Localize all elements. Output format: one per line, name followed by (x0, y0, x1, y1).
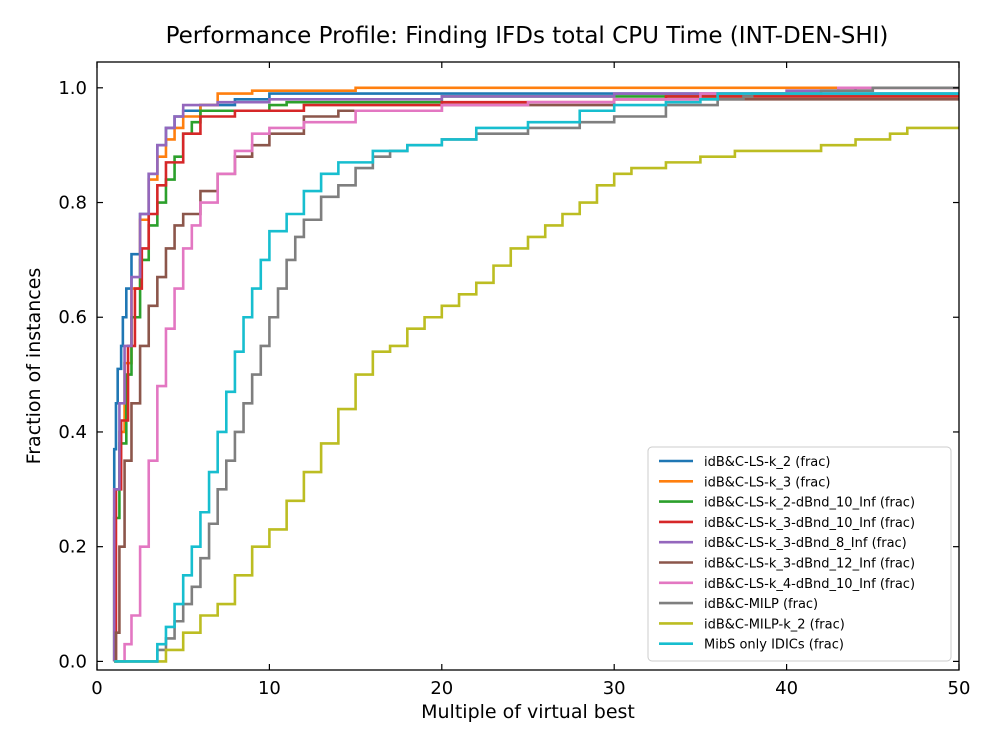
y-tick-label: 0.2 (58, 537, 87, 558)
series-line-4 (112, 86, 959, 662)
y-tick-label: 1.0 (58, 78, 87, 99)
legend-entry-label: idB&C-LS-k_3 (frac) (704, 475, 830, 490)
series-line-3 (114, 95, 959, 663)
x-axis-label: Multiple of virtual best (421, 701, 635, 723)
series-layer (112, 86, 959, 663)
legend-entry-label: idB&C-LS-k_2 (frac) (704, 455, 830, 470)
plot-frame (96, 61, 960, 671)
legend-entry-label: MibS only IDICs (frac) (704, 638, 844, 653)
x-tick-label: 50 (948, 678, 971, 699)
y-axis-label: Fraction of instances (23, 268, 45, 465)
x-tick-label: 10 (258, 678, 281, 699)
legend-entry-label: idB&C-LS-k_3-dBnd_10_Inf (frac) (704, 516, 915, 531)
x-tick-label: 0 (91, 678, 102, 699)
legend-entry-label: idB&C-LS-k_2-dBnd_10_Inf (frac) (704, 496, 915, 511)
y-tick-label: 0.4 (58, 422, 87, 443)
x-axis: 0 10 20 30 40 50 (91, 62, 970, 699)
series-line-5 (114, 97, 959, 663)
y-tick-label: 0.8 (58, 193, 87, 214)
legend: idB&C-LS-k_2 (frac) idB&C-LS-k_3 (frac) id… (647, 446, 952, 662)
legend-entry-label: idB&C-LS-k_3-dBnd_12_Inf (frac) (704, 557, 915, 572)
series-line-9 (114, 92, 959, 663)
y-tick-label: 0.0 (58, 651, 87, 672)
legend-entry-label: idB&C-LS-k_4-dBnd_10_Inf (frac) (704, 577, 915, 592)
legend-entry-label: idB&C-LS-k_3-dBnd_8_Inf (frac) (704, 536, 907, 551)
x-tick-label: 30 (603, 678, 626, 699)
legend-box (647, 446, 952, 662)
series-line-7 (114, 86, 959, 663)
legend-entry-label: idB&C-MILP (frac) (704, 597, 818, 612)
y-tick-label: 0.6 (58, 307, 87, 328)
legend-entry-label: idB&C-MILP-k_2 (frac) (704, 617, 845, 632)
chart-title: Performance Profile: Finding IFDs total … (166, 23, 889, 49)
series-line-8 (114, 126, 959, 663)
x-tick-label: 40 (775, 678, 798, 699)
x-tick-label: 20 (430, 678, 453, 699)
series-line-6 (114, 86, 959, 663)
y-axis: 0.0 0.2 0.4 0.6 0.8 1.0 (58, 78, 959, 672)
